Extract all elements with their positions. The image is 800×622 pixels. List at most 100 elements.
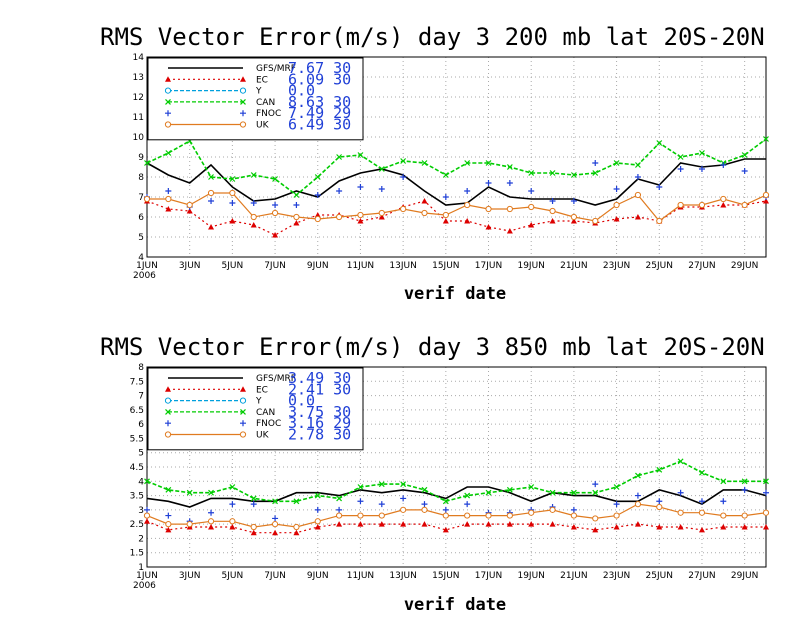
- chart-title: RMS Vector Error(m/s) day 3 200 mb lat 2…: [100, 23, 765, 51]
- legend-entry: CAN 3.75 30: [165, 403, 351, 421]
- data-point: [293, 498, 300, 505]
- data-point: [271, 521, 279, 528]
- x-tick-label: 7JUN: [264, 261, 286, 271]
- x-tick-label: 27JUN: [688, 261, 715, 271]
- data-point: [464, 521, 471, 527]
- data-point: [549, 207, 556, 215]
- data-point: [378, 209, 385, 217]
- y-tick-label: 6: [138, 420, 144, 430]
- legend-entry: Y 0.0: [164, 392, 315, 410]
- legend-stat: 7.49 29: [288, 104, 351, 122]
- data-point: [635, 162, 641, 168]
- data-point: [357, 218, 364, 224]
- data-point: [421, 160, 428, 166]
- series-can: [144, 136, 769, 198]
- data-point: [229, 176, 236, 182]
- legend-entry: EC 6.09 30: [165, 70, 351, 88]
- x-tick-label: 17JUN: [475, 261, 502, 271]
- legend-stat: 3.49 30: [288, 369, 351, 387]
- data-point: [763, 198, 769, 204]
- legend-marker: [240, 98, 246, 105]
- series-ec: [144, 518, 769, 536]
- x-tick-label: 15JUN: [432, 261, 459, 271]
- legend-box: [147, 367, 364, 451]
- data-point: [720, 498, 727, 505]
- data-point: [485, 512, 492, 519]
- data-point: [336, 521, 343, 527]
- y-tick-label: 8: [138, 173, 144, 183]
- data-point: [720, 524, 727, 530]
- data-point: [442, 194, 449, 200]
- data-point: [336, 512, 343, 519]
- data-point: [570, 512, 577, 519]
- data-point: [549, 170, 556, 176]
- legend-label: Y: [255, 397, 262, 407]
- data-point: [528, 484, 535, 490]
- legend-stat: 3.75 30: [288, 403, 351, 421]
- x-tick-label: 23JUN: [603, 571, 630, 581]
- data-point: [229, 218, 236, 224]
- series-gfs-mrf: [146, 486, 767, 508]
- data-point: [677, 509, 684, 516]
- y-tick-label: 3: [138, 506, 144, 516]
- data-point: [698, 498, 705, 505]
- data-point: [378, 214, 385, 220]
- legend-marker: [164, 397, 172, 404]
- data-point: [720, 512, 727, 519]
- data-point: [400, 205, 407, 213]
- data-point: [442, 218, 449, 224]
- series-line: [146, 138, 767, 197]
- data-point: [464, 201, 471, 209]
- legend-entry: FNOC 3.16 29: [165, 414, 351, 432]
- data-point: [186, 208, 193, 214]
- data-point: [165, 206, 172, 212]
- data-point: [656, 498, 663, 505]
- x-tick-label: 19JUN: [517, 261, 544, 271]
- data-point: [464, 160, 471, 166]
- x-tick-label: 5JUN: [222, 261, 244, 271]
- y-tick-label: 5.5: [130, 434, 144, 444]
- data-point: [293, 192, 300, 198]
- data-point: [442, 506, 449, 513]
- data-point: [464, 492, 471, 499]
- series-uk: [143, 501, 770, 531]
- series-line: [146, 520, 766, 534]
- data-point: [442, 172, 449, 178]
- data-point: [336, 495, 343, 502]
- data-point: [506, 164, 513, 170]
- y-tick-label: 13: [133, 73, 144, 83]
- data-point: [314, 174, 321, 180]
- data-point: [528, 188, 535, 194]
- y-tick-label: 7.5: [130, 377, 144, 387]
- y-tick-label: 1: [138, 563, 144, 573]
- data-point: [549, 521, 556, 527]
- x-tick-label: 23JUN: [603, 261, 630, 271]
- data-point: [421, 198, 428, 204]
- data-point: [485, 489, 492, 496]
- x-tick-label: 21JUN: [560, 261, 587, 271]
- data-point: [528, 521, 535, 527]
- data-point: [763, 489, 769, 496]
- x-tick-label: 15JUN: [432, 571, 459, 581]
- legend-stat: 0.0: [288, 82, 315, 100]
- data-point: [656, 524, 663, 530]
- data-point: [485, 205, 492, 213]
- data-point: [549, 506, 556, 513]
- data-point: [720, 202, 727, 208]
- legend-stat: 6.09 30: [288, 70, 351, 88]
- data-point: [144, 160, 150, 166]
- data-point: [570, 172, 577, 178]
- data-point: [570, 218, 577, 224]
- legend-marker: [165, 420, 171, 427]
- data-point: [336, 154, 343, 160]
- data-point: [378, 186, 385, 192]
- legend-marker: [240, 420, 246, 427]
- data-point: [250, 213, 257, 221]
- data-point: [336, 188, 343, 194]
- data-point: [165, 195, 172, 203]
- y-tick-label: 9: [138, 153, 144, 163]
- data-point: [293, 523, 300, 531]
- data-point: [699, 150, 705, 156]
- x-tick-label: 5JUN: [222, 571, 244, 581]
- legend-marker: [240, 76, 246, 82]
